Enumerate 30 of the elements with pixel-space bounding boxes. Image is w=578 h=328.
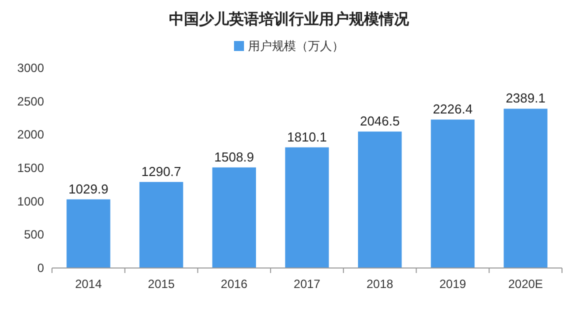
data-label: 2226.4 — [432, 102, 473, 117]
x-tick-label: 2017 — [294, 277, 321, 291]
bar — [139, 182, 184, 268]
y-tick-label: 1000 — [17, 194, 44, 208]
bar — [66, 199, 110, 268]
y-tick-label: 2000 — [17, 128, 44, 142]
data-label: 2046.5 — [360, 114, 400, 129]
data-label: 2389.1 — [506, 90, 546, 106]
y-tick-label: 0 — [37, 261, 44, 275]
data-label: 1029.9 — [68, 181, 108, 196]
bar — [212, 167, 256, 268]
x-tick-label: 2014 — [75, 277, 102, 291]
legend-label: 用户规模（万人） — [248, 39, 344, 53]
data-label: 1508.9 — [214, 149, 254, 164]
y-tick-label: 1500 — [17, 161, 44, 175]
bar — [430, 120, 475, 268]
data-label: 1290.7 — [141, 164, 182, 179]
x-tick-label: 2015 — [148, 277, 175, 291]
x-tick-label: 2020E — [508, 277, 543, 291]
y-tick-label: 500 — [24, 228, 44, 242]
y-tick-label: 2500 — [17, 94, 44, 108]
x-tick-label: 2018 — [366, 277, 394, 291]
x-tick-label: 2019 — [439, 277, 466, 291]
x-tick-label: 2016 — [220, 277, 248, 291]
data-label: 1810.1 — [287, 129, 327, 144]
bar — [285, 147, 329, 268]
bar — [358, 132, 402, 268]
y-tick-label: 3000 — [17, 61, 44, 75]
chart-title: 中国少儿英语培训行业用户规模情况 — [169, 10, 410, 28]
bar — [504, 108, 548, 268]
